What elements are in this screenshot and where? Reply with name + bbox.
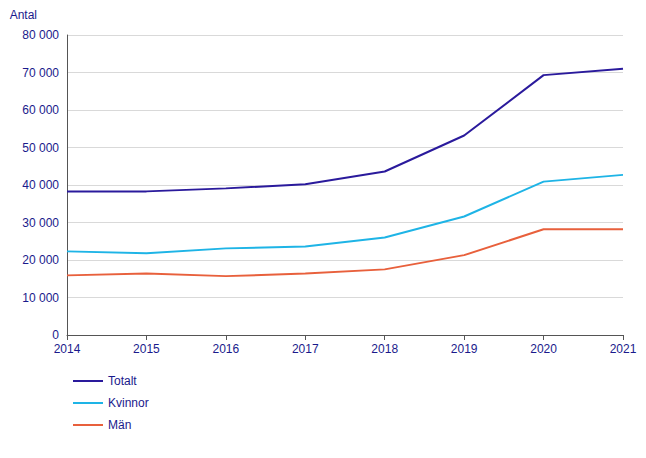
svg-text:70 000: 70 000 [22, 66, 59, 80]
svg-text:60 000: 60 000 [22, 103, 59, 117]
svg-text:Män: Män [108, 418, 131, 432]
svg-text:20 000: 20 000 [22, 253, 59, 267]
svg-text:Kvinnor: Kvinnor [108, 396, 149, 410]
svg-text:2015: 2015 [133, 342, 160, 356]
svg-text:2020: 2020 [530, 342, 557, 356]
svg-text:50 000: 50 000 [22, 141, 59, 155]
svg-text:30 000: 30 000 [22, 216, 59, 230]
svg-text:80 000: 80 000 [22, 28, 59, 42]
svg-text:Antal: Antal [10, 8, 37, 22]
svg-text:2021: 2021 [610, 342, 637, 356]
svg-text:0: 0 [52, 328, 59, 342]
svg-text:2016: 2016 [213, 342, 240, 356]
svg-text:2017: 2017 [292, 342, 319, 356]
svg-text:40 000: 40 000 [22, 178, 59, 192]
svg-text:Totalt: Totalt [108, 374, 137, 388]
svg-text:2014: 2014 [54, 342, 81, 356]
svg-text:10 000: 10 000 [22, 291, 59, 305]
svg-text:2019: 2019 [451, 342, 478, 356]
svg-text:2018: 2018 [371, 342, 398, 356]
